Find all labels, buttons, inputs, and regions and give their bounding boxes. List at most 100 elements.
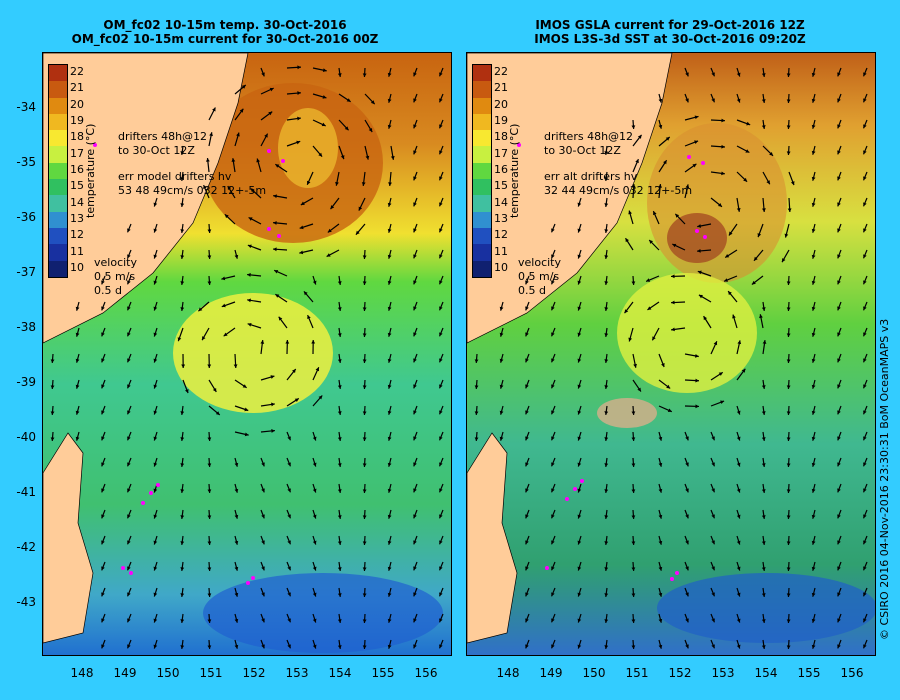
current-arrowhead: [203, 185, 207, 190]
current-arrowhead: [387, 98, 392, 103]
current-arrowhead: [297, 91, 301, 96]
colorbar-tick-label: 16: [70, 163, 84, 176]
current-arrowhead: [863, 384, 867, 389]
current-arrowhead: [413, 124, 417, 129]
current-arrowhead: [127, 436, 131, 441]
right-velocity-label: velocity: [518, 256, 561, 269]
current-arrowhead: [685, 72, 689, 77]
current-arrowhead: [180, 567, 185, 571]
right-current-arrows: [474, 67, 868, 650]
current-arrowhead: [786, 541, 791, 545]
current-arrowhead: [355, 230, 360, 235]
current-arrowhead: [713, 341, 718, 346]
current-arrowhead: [697, 248, 701, 253]
current-arrowhead: [127, 280, 131, 285]
current-arrowhead: [604, 307, 609, 311]
current-arrowhead: [387, 306, 392, 311]
left-drifter-note: drifters 48h@12 to 30-Oct 12Z: [118, 130, 207, 158]
current-arrowhead: [413, 514, 417, 519]
current-arrowhead: [207, 619, 212, 623]
colorbar-tick-label: 16: [494, 163, 508, 176]
current-arrowhead: [769, 151, 773, 156]
current-arrowhead: [224, 214, 229, 219]
colorbar-swatch: [49, 244, 67, 261]
current-arrowhead: [387, 618, 392, 623]
colorbar-swatch: [49, 113, 67, 131]
current-arrowhead: [413, 566, 417, 571]
current-arrowhead: [551, 566, 555, 571]
current-arrowhead: [786, 99, 791, 103]
current-arrowhead: [837, 280, 841, 285]
current-arrowhead: [811, 254, 816, 259]
current-arrowhead: [711, 488, 715, 493]
current-arrowhead: [101, 488, 105, 493]
colorbar-swatch: [49, 211, 67, 228]
current-arrowhead: [261, 618, 265, 623]
colorbar-swatch: [473, 162, 491, 180]
current-arrowhead: [101, 358, 105, 363]
current-arrowhead: [551, 280, 555, 285]
longitude-label: 148: [496, 666, 520, 680]
current-arrowhead: [271, 429, 275, 433]
current-arrowhead: [685, 540, 689, 545]
current-arrowhead: [551, 254, 555, 259]
current-arrowhead: [101, 618, 105, 623]
current-arrowhead: [207, 515, 212, 519]
colorbar-tick-label: 22: [70, 65, 84, 79]
current-arrowhead: [837, 566, 841, 571]
current-arrowhead: [736, 592, 741, 597]
current-arrowhead: [811, 514, 816, 519]
current-arrowhead: [761, 99, 766, 103]
current-arrowhead: [261, 592, 265, 597]
colorbar-swatch: [473, 211, 491, 228]
current-arrowhead: [362, 411, 367, 415]
colorbar-swatch: [49, 65, 67, 82]
current-arrowhead: [239, 108, 244, 113]
current-arrowhead: [811, 540, 816, 545]
colorbar-tick-label: 19: [494, 114, 508, 128]
colorbar-tick-label: 14: [494, 195, 508, 209]
right-drifter-note-1: drifters 48h@12: [544, 130, 634, 143]
current-arrowhead: [736, 410, 741, 415]
current-arrowhead: [299, 225, 304, 230]
right-title-line2: IMOS L3S-3d SST at 30-Oct-2016 09:20Z: [534, 32, 806, 46]
colorbar-swatch: [49, 227, 67, 245]
current-arrowhead: [101, 644, 105, 649]
current-arrowhead: [198, 307, 203, 312]
right-blue-patch: [657, 573, 875, 643]
current-arrowhead: [837, 150, 841, 155]
current-arrowhead: [736, 540, 741, 545]
current-arrowhead: [761, 411, 766, 415]
current-arrowhead: [127, 488, 131, 493]
current-arrowhead: [525, 332, 529, 337]
current-arrowhead: [127, 332, 131, 337]
current-arrowhead: [439, 540, 443, 545]
current-arrowhead: [227, 186, 232, 191]
current-arrowhead: [337, 359, 342, 363]
longitude-label: 150: [156, 666, 180, 680]
current-arrowhead: [322, 95, 327, 99]
latitude-label: -35: [16, 155, 36, 169]
current-arrowhead: [728, 291, 732, 296]
current-arrowhead: [863, 436, 867, 441]
current-arrowhead: [499, 306, 504, 311]
colorbar-tick-label: 18: [70, 130, 84, 144]
current-arrowhead: [180, 645, 185, 649]
current-arrowhead: [786, 411, 791, 415]
current-arrowhead: [604, 177, 609, 181]
current-arrowhead: [127, 514, 131, 519]
current-arrowhead: [811, 150, 816, 155]
colorbar-swatch: [473, 179, 491, 196]
current-arrowhead: [247, 273, 251, 277]
current-arrowhead: [711, 436, 715, 441]
current-arrowhead: [837, 72, 841, 77]
current-arrowhead: [761, 463, 766, 467]
current-arrowhead: [697, 270, 702, 275]
current-arrowhead: [604, 411, 609, 415]
current-arrowhead: [221, 303, 226, 308]
colorbar-swatch: [49, 179, 67, 196]
current-arrowhead: [233, 364, 238, 368]
current-arrowhead: [180, 307, 185, 311]
current-arrowhead: [728, 231, 733, 236]
current-arrowhead: [811, 124, 816, 129]
